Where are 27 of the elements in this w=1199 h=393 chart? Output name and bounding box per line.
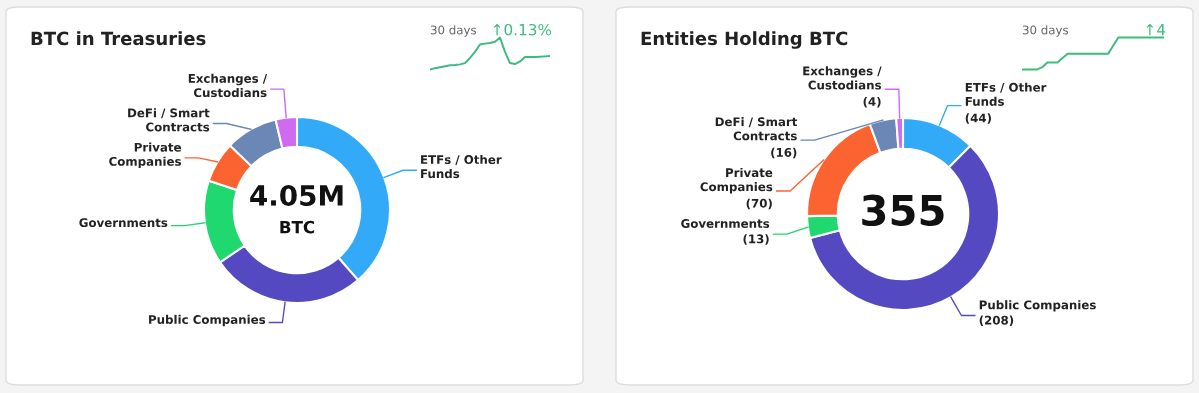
data-label: (16) xyxy=(771,147,797,159)
slice-label: ETFs / Other Funds xyxy=(421,154,502,179)
text: 355 xyxy=(862,194,944,227)
slice-label: Exchanges / Custodians xyxy=(803,66,882,90)
text: 4.05M xyxy=(250,184,343,206)
slice-label: Private Companies xyxy=(109,142,181,169)
slice-label: Public Companies xyxy=(149,314,266,327)
text: BTC xyxy=(280,220,315,234)
data-label: (4) xyxy=(863,96,881,108)
slice-label: DeFi / Smart Contracts xyxy=(715,117,798,141)
data-label: (208) xyxy=(979,315,1014,327)
slice-label: DeFi / Smart Contracts xyxy=(128,108,210,132)
slice-label: Governments xyxy=(681,219,770,228)
slice-label: Public Companies xyxy=(979,300,1096,312)
slice-label: ETFs / Other Funds xyxy=(965,82,1047,106)
data-label: (44) xyxy=(965,113,991,124)
text: 30 days xyxy=(1022,25,1069,37)
chart-title: Entities Holding BTC xyxy=(641,31,848,49)
data-label: (13) xyxy=(743,234,769,245)
slice-label: Exchanges / Custodians xyxy=(188,73,268,98)
slice-label: Private Companies xyxy=(700,167,773,194)
slice-label: Governments xyxy=(79,218,168,228)
data-label: (70) xyxy=(746,198,772,210)
text: ↑4 xyxy=(1146,24,1166,36)
chart-title: BTC in Treasuries xyxy=(31,31,206,46)
text: ↑0.13% xyxy=(493,23,552,36)
text: 30 days xyxy=(430,25,477,37)
